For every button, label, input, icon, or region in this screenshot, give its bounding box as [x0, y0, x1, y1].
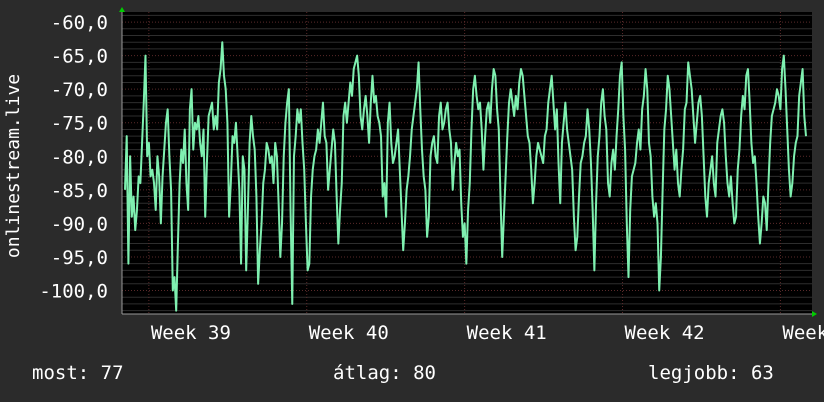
x-tick-label: Week 41 — [467, 322, 547, 344]
x-axis-arrow — [812, 311, 817, 317]
y-tick-label: -100,0 — [39, 281, 108, 303]
y-tick-labels: -60,0 -65,0 -70,0 -75,0 -80,0 -85,0 -90,0 -95,0… — [39, 12, 108, 302]
x-tick-label: Week 43 — [782, 322, 824, 344]
y-tick-label: -95,0 — [51, 247, 108, 269]
y-tick-label: -65,0 — [51, 46, 108, 68]
y-axis-label: onlinestream.live — [3, 74, 24, 258]
x-tick-labels: Week 39 Week 40 Week 41 Week 42 Week 43 — [151, 322, 824, 344]
series-line — [124, 41, 807, 312]
y-tick-label: -80,0 — [51, 146, 108, 168]
y-axis-arrow — [119, 7, 125, 12]
major-grid — [122, 12, 812, 314]
stat-current: most: 77 — [32, 362, 124, 384]
stat-best: legjobb: 63 — [648, 362, 774, 384]
axes — [119, 7, 817, 317]
x-tick-label: Week 39 — [151, 322, 231, 344]
series-group — [124, 41, 807, 312]
x-tick-label: Week 42 — [625, 322, 705, 344]
x-tick-label: Week 40 — [309, 322, 389, 344]
y-tick-label: -75,0 — [51, 113, 108, 135]
y-tick-label: -85,0 — [51, 180, 108, 202]
y-tick-label: -70,0 — [51, 79, 108, 101]
stat-average: átlag: 80 — [333, 362, 436, 384]
y-tick-label: -60,0 — [51, 12, 108, 34]
y-tick-label: -90,0 — [51, 213, 108, 235]
